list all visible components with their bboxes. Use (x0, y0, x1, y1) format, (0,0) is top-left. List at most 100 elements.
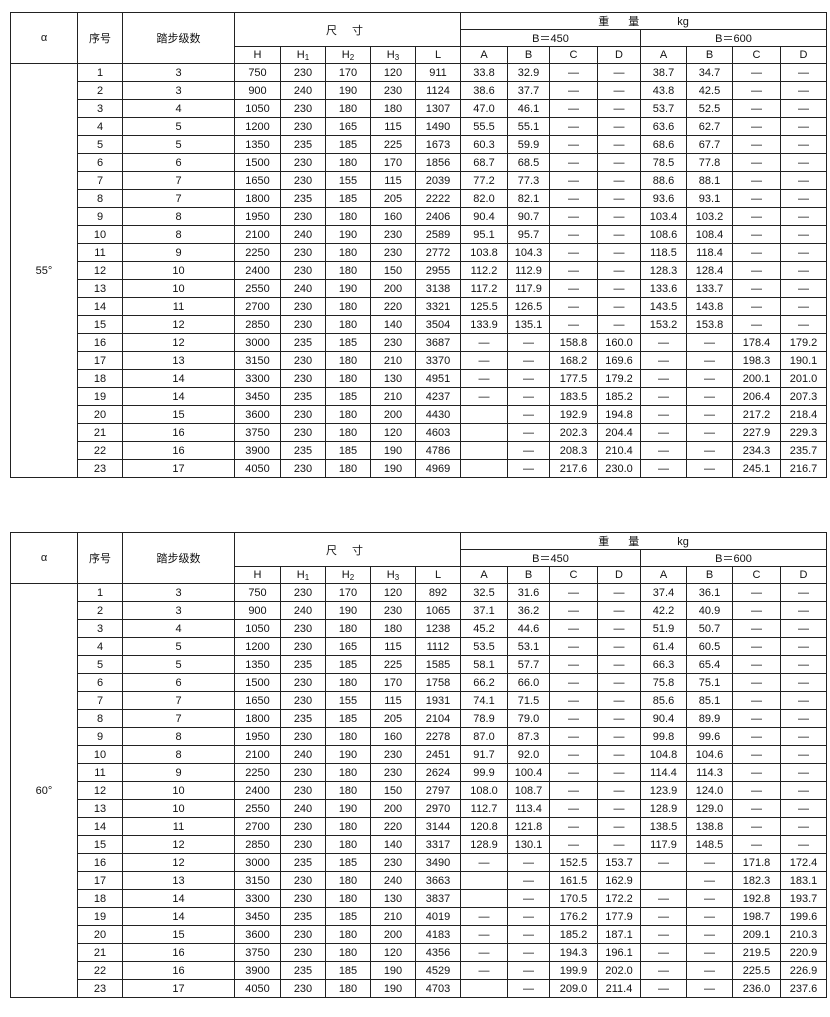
cell-h2: 185 (325, 441, 371, 460)
cell-d600: 229.3 (779, 423, 828, 442)
weight-table-55: α 序号 踏步级数尺 寸重 量 kg B＝450 B＝600 H H1 H2 H3 L A B C D A B C… (10, 12, 828, 478)
cell-d600: — (779, 279, 828, 298)
cell-h1: 240 (280, 225, 326, 244)
cell-h1: 230 (280, 117, 326, 136)
header-dim-l: L (415, 46, 461, 64)
cell-d600: — (779, 637, 828, 656)
cell-d600: 172.4 (779, 853, 828, 872)
cell-b600: 40.9 (686, 601, 733, 620)
header-no: 序号 (77, 12, 123, 64)
cell-l: 2039 (415, 171, 461, 190)
cell-h1: 240 (280, 279, 326, 298)
cell-d600: — (779, 297, 828, 316)
cell-a600: 128.3 (640, 261, 687, 280)
cell-b600: — (686, 889, 733, 908)
cell-h: 1650 (234, 691, 281, 710)
cell-l: 4951 (415, 369, 461, 388)
cell-c600: 234.3 (732, 441, 781, 460)
header-dim-h3: H3 (370, 566, 416, 584)
cell-a450: 58.1 (460, 655, 508, 674)
cell-h2: 170 (325, 583, 371, 602)
header-b600-c: C (732, 566, 781, 584)
cell-steps: 12 (122, 853, 235, 872)
cell-steps: 3 (122, 63, 235, 82)
cell-a450: 91.7 (460, 745, 508, 764)
header-dimensions: 尺 寸 (234, 12, 461, 47)
header-weight-label: 重 量 (598, 536, 648, 548)
cell-h3: 180 (370, 99, 416, 118)
cell-h1: 235 (280, 441, 326, 460)
cell-h2: 185 (325, 333, 371, 352)
cell-l: 2797 (415, 781, 461, 800)
cell-h: 3600 (234, 405, 281, 424)
cell-c600: — (732, 135, 781, 154)
cell-b600: — (686, 925, 733, 944)
cell-a600: 61.4 (640, 637, 687, 656)
cell-h3: 225 (370, 135, 416, 154)
subscript: 3 (394, 52, 400, 62)
cell-l: 2624 (415, 763, 461, 782)
cell-h3: 205 (370, 189, 416, 208)
cell-b600: 143.8 (686, 297, 733, 316)
cell-l: 3370 (415, 351, 461, 370)
cell-d600: — (779, 315, 828, 334)
cell-a450: — (460, 961, 508, 980)
cell-c450: — (549, 207, 598, 226)
cell-steps: 6 (122, 673, 235, 692)
table-row: 20 15 3600 230 180 200 4430—192.9 194.8— —217.2 2… (11, 405, 828, 424)
cell-c450: 202.3 (549, 423, 598, 442)
cell-a600: 114.4 (640, 763, 687, 782)
cell-l: 1238 (415, 619, 461, 638)
cell-c450: — (549, 117, 598, 136)
cell-h2: 190 (325, 225, 371, 244)
cell-b600: — (686, 351, 733, 370)
cell-a450: — (460, 925, 508, 944)
cell-no: 20 (77, 925, 123, 944)
cell-c450: — (549, 619, 598, 638)
cell-h: 2700 (234, 817, 281, 836)
cell-h2: 185 (325, 655, 371, 674)
cell-h3: 230 (370, 225, 416, 244)
cell-d600: — (779, 99, 828, 118)
cell-steps: 12 (122, 333, 235, 352)
cell-b600: 99.6 (686, 727, 733, 746)
cell-h: 1350 (234, 655, 281, 674)
cell-a450: 66.2 (460, 673, 508, 692)
cell-c600: — (732, 835, 781, 854)
cell-d450: — (597, 583, 641, 602)
cell-d600: 190.1 (779, 351, 828, 370)
cell-b450: — (507, 871, 550, 890)
table-row: 14 11 2700 230 180 220 3144 120.8 121.8— —138.5 13… (11, 817, 828, 836)
cell-d450: 196.1 (597, 943, 641, 962)
cell-h1: 240 (280, 745, 326, 764)
cell-b450: — (507, 441, 550, 460)
cell-h1: 230 (280, 637, 326, 656)
table-row: 17 13 3150 230 180 240 3663—161.5 162.9—182.3 18… (11, 871, 828, 890)
cell-h1: 235 (280, 333, 326, 352)
cell-a450: 133.9 (460, 315, 508, 334)
cell-a450: — (460, 351, 508, 370)
cell-d450: — (597, 63, 641, 82)
cell-a600: 85.6 (640, 691, 687, 710)
cell-c450: — (549, 727, 598, 746)
cell-c450: — (549, 225, 598, 244)
cell-h2: 180 (325, 459, 371, 478)
header-no: 序号 (77, 532, 123, 584)
cell-c600: 245.1 (732, 459, 781, 478)
header-dim-h1: H1 (280, 566, 326, 584)
cell-h2: 180 (325, 423, 371, 442)
cell-steps: 10 (122, 279, 235, 298)
cell-h2: 180 (325, 871, 371, 890)
cell-h2: 180 (325, 763, 371, 782)
table-row: 9 8 1950 230 180 160 2406 90.4 90.7— —103.4 103.2—… (11, 207, 828, 226)
cell-steps: 14 (122, 907, 235, 926)
cell-h1: 230 (280, 369, 326, 388)
cell-a450: 74.1 (460, 691, 508, 710)
cell-l: 4237 (415, 387, 461, 406)
cell-h1: 230 (280, 315, 326, 334)
cell-steps: 9 (122, 763, 235, 782)
cell-b450: — (507, 979, 550, 998)
cell-h: 1050 (234, 619, 281, 638)
cell-h: 1500 (234, 673, 281, 692)
cell-d450: — (597, 279, 641, 298)
